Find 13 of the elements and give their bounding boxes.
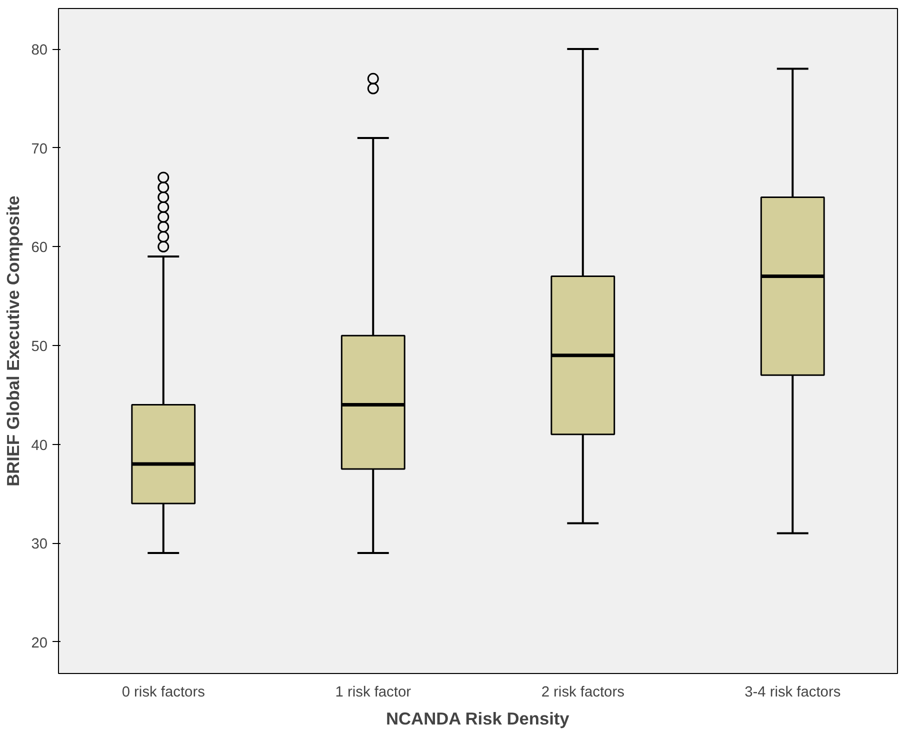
- y-axis-title: BRIEF Global Executive Composite: [3, 195, 24, 486]
- y-tick-label: 80: [31, 42, 48, 59]
- x-tick-label: 0 risk factors: [122, 684, 205, 700]
- x-axis-title: NCANDA Risk Density: [386, 708, 570, 728]
- y-tick-label: 30: [31, 536, 48, 553]
- y-tick-label: 20: [31, 635, 48, 652]
- y-tick-label: 50: [31, 338, 48, 355]
- y-tick-label: 60: [31, 240, 48, 256]
- x-tick-label: 2 risk factors: [541, 684, 624, 700]
- y-tick-label: 70: [31, 141, 48, 158]
- y-tick-label: 40: [31, 438, 48, 454]
- x-tick-label: 3-4 risk factors: [744, 684, 841, 700]
- x-tick-label: 1 risk factor: [335, 684, 412, 700]
